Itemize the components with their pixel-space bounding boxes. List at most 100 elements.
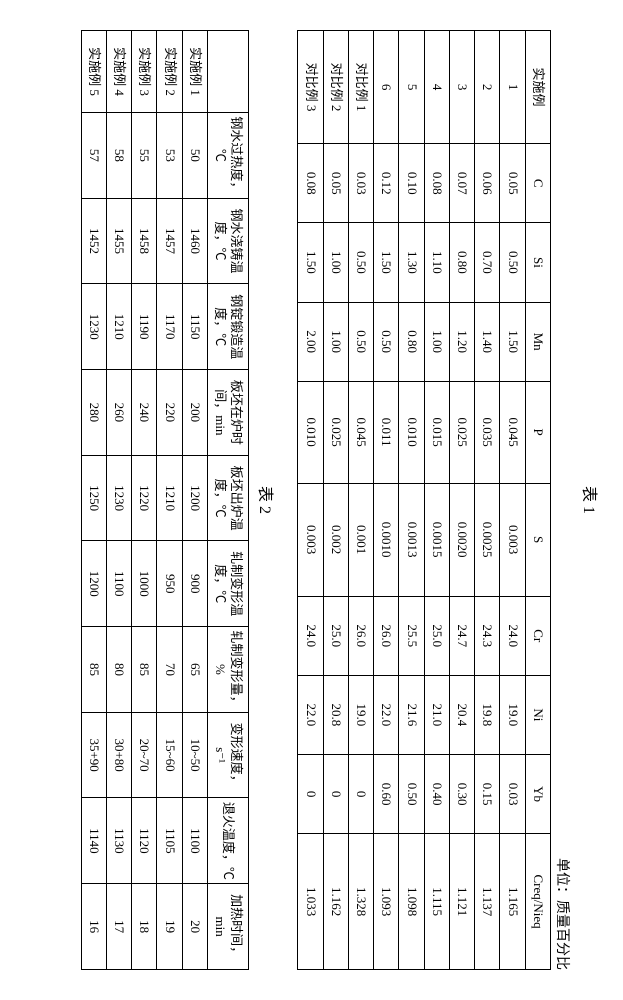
table-row: 20.060.701.400.0350.002524.319.80.151.13…: [475, 31, 500, 970]
table2-cell: 50: [182, 112, 207, 198]
table-row: 对比例 20.051.001.000.0250.00225.020.801.16…: [323, 31, 348, 970]
table1-cell: 1.50: [374, 223, 399, 302]
table2-cell: 1120: [132, 798, 157, 884]
table2-cell: 1210: [157, 455, 182, 541]
table2-header-row: 钢水过热度，℃ 钢水浇铸温度，℃ 钢锭锻造温度，℃ 板坯在炉时间，min 板坯出…: [208, 31, 250, 970]
table1-cell: 6: [374, 31, 399, 144]
table2-cell: 16: [81, 884, 106, 970]
table2-cell: 1455: [107, 198, 132, 284]
table1-cell: 5: [399, 31, 424, 144]
table2-cell: 260: [107, 370, 132, 456]
table2-cell: 1230: [81, 284, 106, 370]
table2-cell: 30+80: [107, 712, 132, 798]
table1-cell: 25.5: [399, 596, 424, 675]
table1-cell: 1.328: [349, 834, 374, 970]
table2-cell: 65: [182, 627, 207, 713]
table-row: 实施例 45814551210260123011008030+80113017: [107, 31, 132, 970]
table2-cell: 58: [107, 112, 132, 198]
table1-cell: 1.40: [475, 302, 500, 381]
table1-wrap: 表 1 单位：质量百分比 实施例 C Si Mn P S Cr Ni Yb: [298, 30, 604, 970]
table1-cell: 0.001: [349, 483, 374, 596]
table1-cell: 0.80: [399, 302, 424, 381]
table2-cell: 85: [132, 627, 157, 713]
table1-cell: 2.00: [298, 302, 323, 381]
table2-cell: 20~70: [132, 712, 157, 798]
table2-wrap: 表 2 钢水过热度，℃ 钢水浇铸温度，℃ 钢锭锻造温度，℃ 板坯在炉时间，min…: [81, 30, 280, 970]
t1-h4: P: [525, 381, 550, 483]
table-row: 实施例 1501460115020012009006510~50110020: [182, 31, 207, 970]
table1-cell: 3: [450, 31, 475, 144]
table1-cell: 对比例 1: [349, 31, 374, 144]
table2-cell: 200: [182, 370, 207, 456]
table1-cell: 1.033: [298, 834, 323, 970]
table1-cell: 25.0: [323, 596, 348, 675]
table1-cell: 26.0: [349, 596, 374, 675]
table-row: 实施例 55714521230280125012008535+90114016: [81, 31, 106, 970]
table1-cell: 0.0013: [399, 483, 424, 596]
table1-cell: 0.15: [475, 755, 500, 834]
table2-cell: 20: [182, 884, 207, 970]
table2-cell: 1190: [132, 284, 157, 370]
table2-cell: 55: [132, 112, 157, 198]
table2-cell: 70: [157, 627, 182, 713]
table1-cell: 对比例 3: [298, 31, 323, 144]
t2-h6: 轧制变形温度，℃: [208, 541, 250, 627]
table1-cell: 对比例 2: [323, 31, 348, 144]
table1-cell: 1.50: [500, 302, 525, 381]
table2-cell: 900: [182, 541, 207, 627]
table1-cell: 0.05: [500, 144, 525, 223]
table1-cell: 0.80: [450, 223, 475, 302]
table2-cell: 220: [157, 370, 182, 456]
table2-cell: 18: [132, 884, 157, 970]
table2-cell: 17: [107, 884, 132, 970]
table1-cell: 0.10: [399, 144, 424, 223]
table1-cell: 0.50: [374, 302, 399, 381]
table1-cell: 0.50: [349, 223, 374, 302]
table1-cell: 24.0: [298, 596, 323, 675]
t1-h5: S: [525, 483, 550, 596]
table-row: 实施例 2531457117022012109507015~60110519: [157, 31, 182, 970]
table2-cell: 80: [107, 627, 132, 713]
table1-cell: 0.045: [349, 381, 374, 483]
table2-cell: 1220: [132, 455, 157, 541]
t1-h6: Cr: [525, 596, 550, 675]
table2-cell: 1150: [182, 284, 207, 370]
table1-cell: 26.0: [374, 596, 399, 675]
table2-cell: 1452: [81, 198, 106, 284]
table1-cell: 1.115: [424, 834, 449, 970]
table2-cell: 240: [132, 370, 157, 456]
table1-cell: 1.50: [298, 223, 323, 302]
table2-cell: 1210: [107, 284, 132, 370]
table-row: 60.121.500.500.0110.001026.022.00.601.09…: [374, 31, 399, 970]
table2-caption: 表 2: [256, 30, 280, 970]
table1-cell: 0.0020: [450, 483, 475, 596]
t2-h4: 板坯在炉时间，min: [208, 370, 250, 456]
table1-cell: 0.08: [424, 144, 449, 223]
t1-h7: Ni: [525, 675, 550, 754]
table1-cell: 1.00: [323, 302, 348, 381]
table-row: 30.070.801.200.0250.002024.720.40.301.12…: [450, 31, 475, 970]
table1-unit: 单位：质量百分比: [553, 30, 573, 970]
table1-cell: 0: [349, 755, 374, 834]
table1-cell: 20.4: [450, 675, 475, 754]
table1: 实施例 C Si Mn P S Cr Ni Yb Creq/Nieq 10.05…: [298, 30, 552, 970]
table2-cell: 280: [81, 370, 106, 456]
t1-h8: Yb: [525, 755, 550, 834]
t1-h1: C: [525, 144, 550, 223]
t2-h9: 退火温度，℃: [208, 798, 250, 884]
t1-h2: Si: [525, 223, 550, 302]
table2-cell: 1460: [182, 198, 207, 284]
table1-cell: 21.6: [399, 675, 424, 754]
table1-cell: 0.50: [500, 223, 525, 302]
table2-cell: 1140: [81, 798, 106, 884]
table2-cell: 1250: [81, 455, 106, 541]
t1-h3: Mn: [525, 302, 550, 381]
t2-h3: 钢锭锻造温度，℃: [208, 284, 250, 370]
table1-cell: 0.011: [374, 381, 399, 483]
t2-h0: [208, 31, 250, 113]
table1-cell: 21.0: [424, 675, 449, 754]
table2-cell: 1230: [107, 455, 132, 541]
table1-cell: 19.8: [475, 675, 500, 754]
t2-h7: 轧制变形量，%: [208, 627, 250, 713]
table2-cell: 实施例 5: [81, 31, 106, 113]
